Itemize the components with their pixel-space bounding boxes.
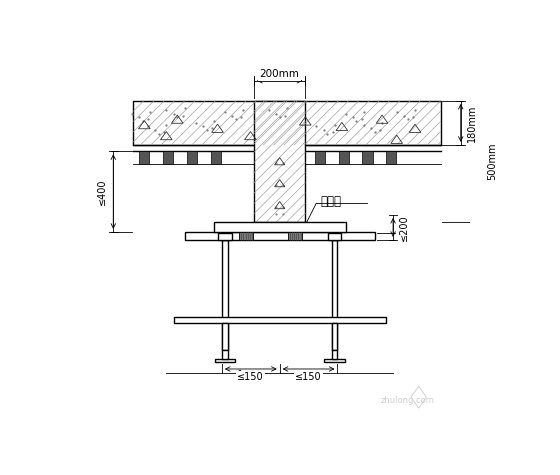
- Text: ≤150: ≤150: [237, 372, 264, 382]
- Text: 200mm: 200mm: [260, 69, 300, 79]
- Bar: [139, 152, 150, 164]
- Text: ≤150: ≤150: [295, 372, 322, 382]
- Bar: [362, 152, 372, 164]
- Text: ≤400: ≤400: [97, 178, 108, 205]
- Bar: [332, 350, 338, 359]
- Text: zhulong.com: zhulong.com: [381, 396, 435, 405]
- Bar: [163, 152, 173, 164]
- Bar: [133, 101, 441, 145]
- Text: 180mm: 180mm: [466, 104, 477, 142]
- Bar: [214, 221, 346, 232]
- Bar: [187, 152, 197, 164]
- Bar: [288, 232, 302, 240]
- Bar: [185, 232, 375, 240]
- Bar: [218, 233, 232, 240]
- Bar: [328, 233, 342, 240]
- Bar: [215, 359, 235, 362]
- Bar: [222, 323, 228, 350]
- Bar: [332, 323, 338, 350]
- Bar: [339, 152, 349, 164]
- Bar: [315, 152, 325, 164]
- Bar: [332, 240, 338, 350]
- Bar: [211, 152, 221, 164]
- Bar: [386, 152, 396, 164]
- Bar: [222, 240, 228, 350]
- Bar: [254, 101, 305, 221]
- Bar: [222, 350, 228, 359]
- Text: ≤200: ≤200: [399, 214, 409, 241]
- Bar: [324, 359, 344, 362]
- Text: 500mm: 500mm: [487, 142, 497, 180]
- Text: 步步紧: 步步紧: [320, 195, 341, 208]
- Bar: [240, 232, 253, 240]
- Bar: [174, 317, 386, 323]
